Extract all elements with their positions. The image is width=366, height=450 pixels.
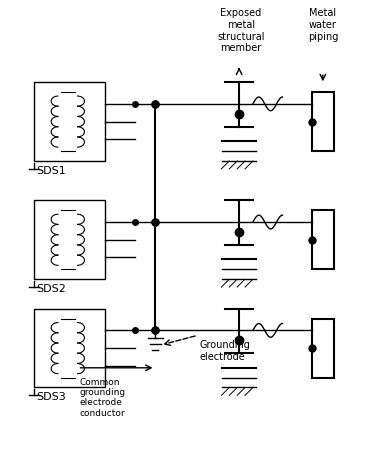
Text: Metal
water
piping: Metal water piping — [308, 9, 338, 41]
Bar — [34, 309, 105, 387]
Text: Grounding
electrode: Grounding electrode — [200, 340, 251, 362]
Text: Exposed
metal
structural
member: Exposed metal structural member — [217, 9, 265, 53]
Text: SDS1: SDS1 — [36, 166, 66, 176]
Bar — [312, 92, 334, 151]
Text: SDS2: SDS2 — [36, 284, 66, 294]
Bar — [34, 82, 105, 161]
Text: SDS3: SDS3 — [36, 392, 66, 402]
Bar — [34, 200, 105, 279]
Bar — [312, 210, 334, 269]
Bar — [312, 319, 334, 378]
Text: Common
grounding
electrode
conductor: Common grounding electrode conductor — [79, 378, 126, 418]
